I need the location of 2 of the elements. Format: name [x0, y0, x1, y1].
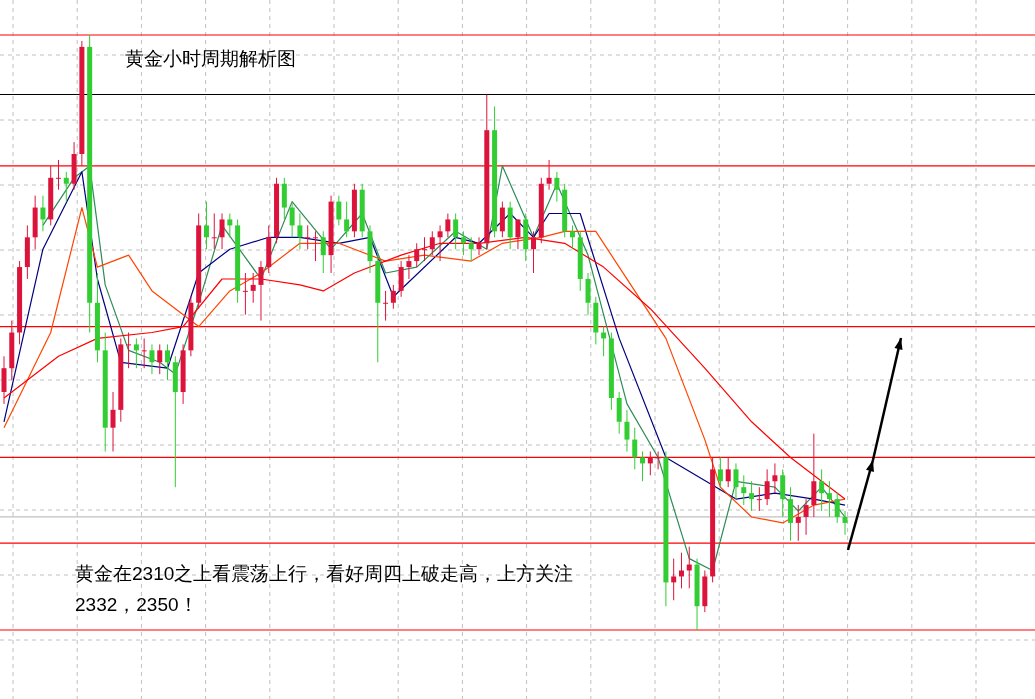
- text: 黄金小时周期解析图: [125, 47, 296, 71]
- annotation: 黄金在2310之上看震荡上行，看好周四上破走高，上方关注2332，2350！: [75, 562, 575, 617]
